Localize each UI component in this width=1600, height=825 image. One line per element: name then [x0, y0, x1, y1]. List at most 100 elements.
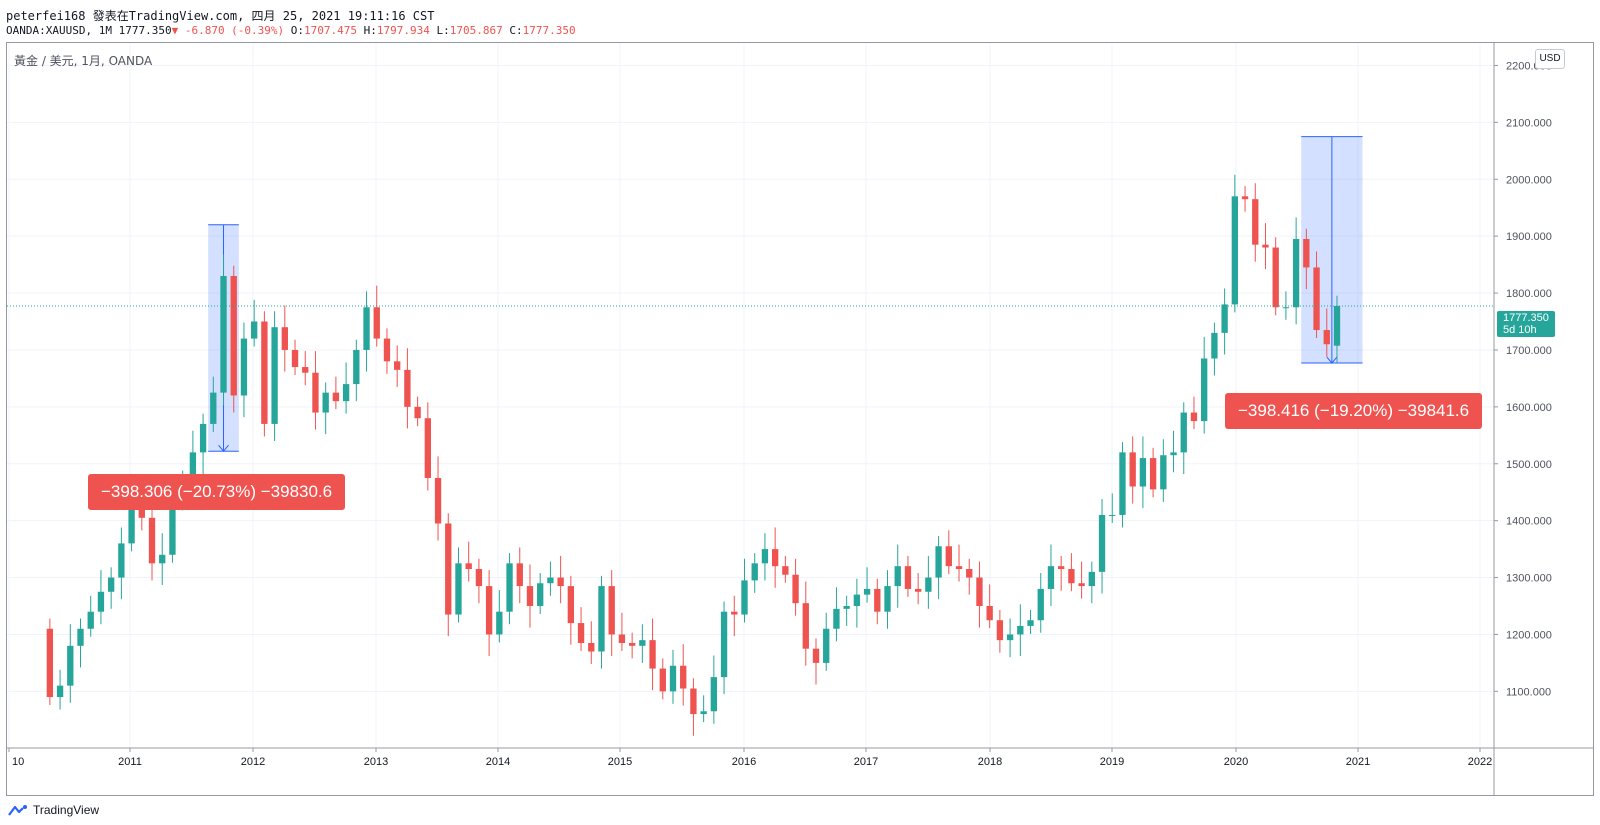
candle — [1313, 251, 1320, 339]
candle — [332, 376, 340, 410]
candle — [97, 570, 105, 625]
candle-body — [138, 509, 145, 518]
candle — [516, 547, 523, 604]
candle — [1006, 618, 1014, 658]
candle — [1262, 223, 1269, 270]
candle-body — [250, 321, 258, 339]
x-tick-label: 10 — [12, 756, 24, 768]
candle — [445, 513, 452, 637]
candle — [904, 555, 912, 597]
down-arrow-icon — [218, 444, 229, 453]
candle-body — [199, 423, 207, 453]
candle — [302, 351, 309, 386]
candle-body — [87, 611, 94, 629]
candle-body — [1211, 332, 1218, 359]
candle-body — [1231, 196, 1239, 305]
candle — [1088, 561, 1095, 604]
x-tick-label: 2014 — [486, 756, 510, 768]
candle — [751, 553, 758, 593]
candle-body — [853, 594, 861, 607]
candle-body — [148, 517, 156, 564]
candle — [1047, 544, 1055, 607]
candle-body — [986, 606, 993, 621]
candle-body — [455, 563, 462, 615]
candle-body — [210, 392, 217, 424]
candle-body — [761, 549, 769, 564]
candle — [690, 678, 697, 736]
candle-body — [1180, 412, 1187, 453]
measure-label-2011[interactable]: −398.306 (−20.73%) −39830.6 — [88, 474, 346, 510]
candle-body — [107, 577, 115, 592]
candle-body — [1190, 412, 1198, 422]
candle-body — [516, 563, 523, 587]
candle — [863, 567, 871, 603]
candle — [404, 348, 411, 429]
candle-body — [863, 588, 871, 595]
candle — [741, 558, 748, 623]
candle-body — [1160, 455, 1167, 490]
candle — [649, 618, 656, 691]
candle — [976, 561, 983, 628]
candle — [87, 595, 94, 637]
candle — [322, 382, 329, 435]
candle — [240, 322, 248, 418]
candle-body — [557, 577, 564, 587]
candle — [955, 544, 963, 582]
candle — [598, 575, 605, 669]
candle — [659, 658, 666, 700]
down-arrow-icon — [1326, 356, 1338, 364]
candle-body — [1303, 238, 1310, 268]
chart-legend-title: 黃金 / 美元, 1月, OANDA — [14, 54, 153, 68]
candle — [802, 581, 809, 666]
candle-body — [414, 406, 421, 419]
candle — [567, 575, 575, 645]
candle — [925, 555, 932, 609]
y-tick-label: 2100.000 — [1506, 117, 1552, 129]
candle — [1119, 442, 1126, 528]
candle — [1078, 561, 1085, 599]
candle-body — [1037, 588, 1044, 621]
candle — [710, 655, 718, 724]
candle-body — [618, 634, 626, 643]
candle-body — [996, 620, 1004, 641]
candle — [792, 558, 799, 616]
candle-body — [547, 577, 554, 584]
candle — [731, 595, 738, 637]
candle — [526, 564, 534, 628]
candle-body — [434, 477, 442, 524]
y-tick-label: 1500.000 — [1506, 459, 1552, 471]
candle — [669, 649, 677, 704]
low-label: L: — [436, 24, 450, 37]
candle — [1037, 572, 1044, 633]
candle — [1149, 447, 1157, 498]
candle — [639, 624, 646, 663]
candle-body — [445, 523, 452, 615]
close-value: 1777.350 — [522, 24, 576, 37]
candle — [720, 601, 728, 695]
publish-info: peterfei168 發表在TradingView.com, 四月 25, 2… — [6, 9, 435, 23]
candle-body — [833, 608, 840, 629]
candle — [1292, 217, 1300, 325]
currency-badge[interactable]: USD — [1535, 49, 1565, 69]
candle — [914, 572, 922, 605]
candle — [1017, 604, 1024, 657]
candle-body — [598, 586, 605, 652]
candle — [588, 621, 595, 665]
candle-body — [1058, 566, 1065, 570]
candle — [67, 624, 74, 703]
candle-body — [914, 588, 922, 592]
candle — [107, 567, 115, 609]
candle-body — [1149, 458, 1157, 490]
tradingview-brand[interactable]: TradingView — [8, 803, 99, 817]
candle — [1160, 439, 1167, 502]
candle-body — [394, 361, 401, 370]
measure-label-2021[interactable]: −398.416 (−19.20%) −39841.6 — [1225, 393, 1483, 429]
high-value: 1797.934 — [376, 24, 430, 37]
candle — [1323, 308, 1330, 357]
y-tick-label: 1600.000 — [1506, 402, 1552, 414]
candle — [383, 328, 391, 374]
price-range-2021[interactable] — [1301, 136, 1363, 364]
candle — [1180, 402, 1187, 474]
candle-body — [1027, 620, 1034, 626]
